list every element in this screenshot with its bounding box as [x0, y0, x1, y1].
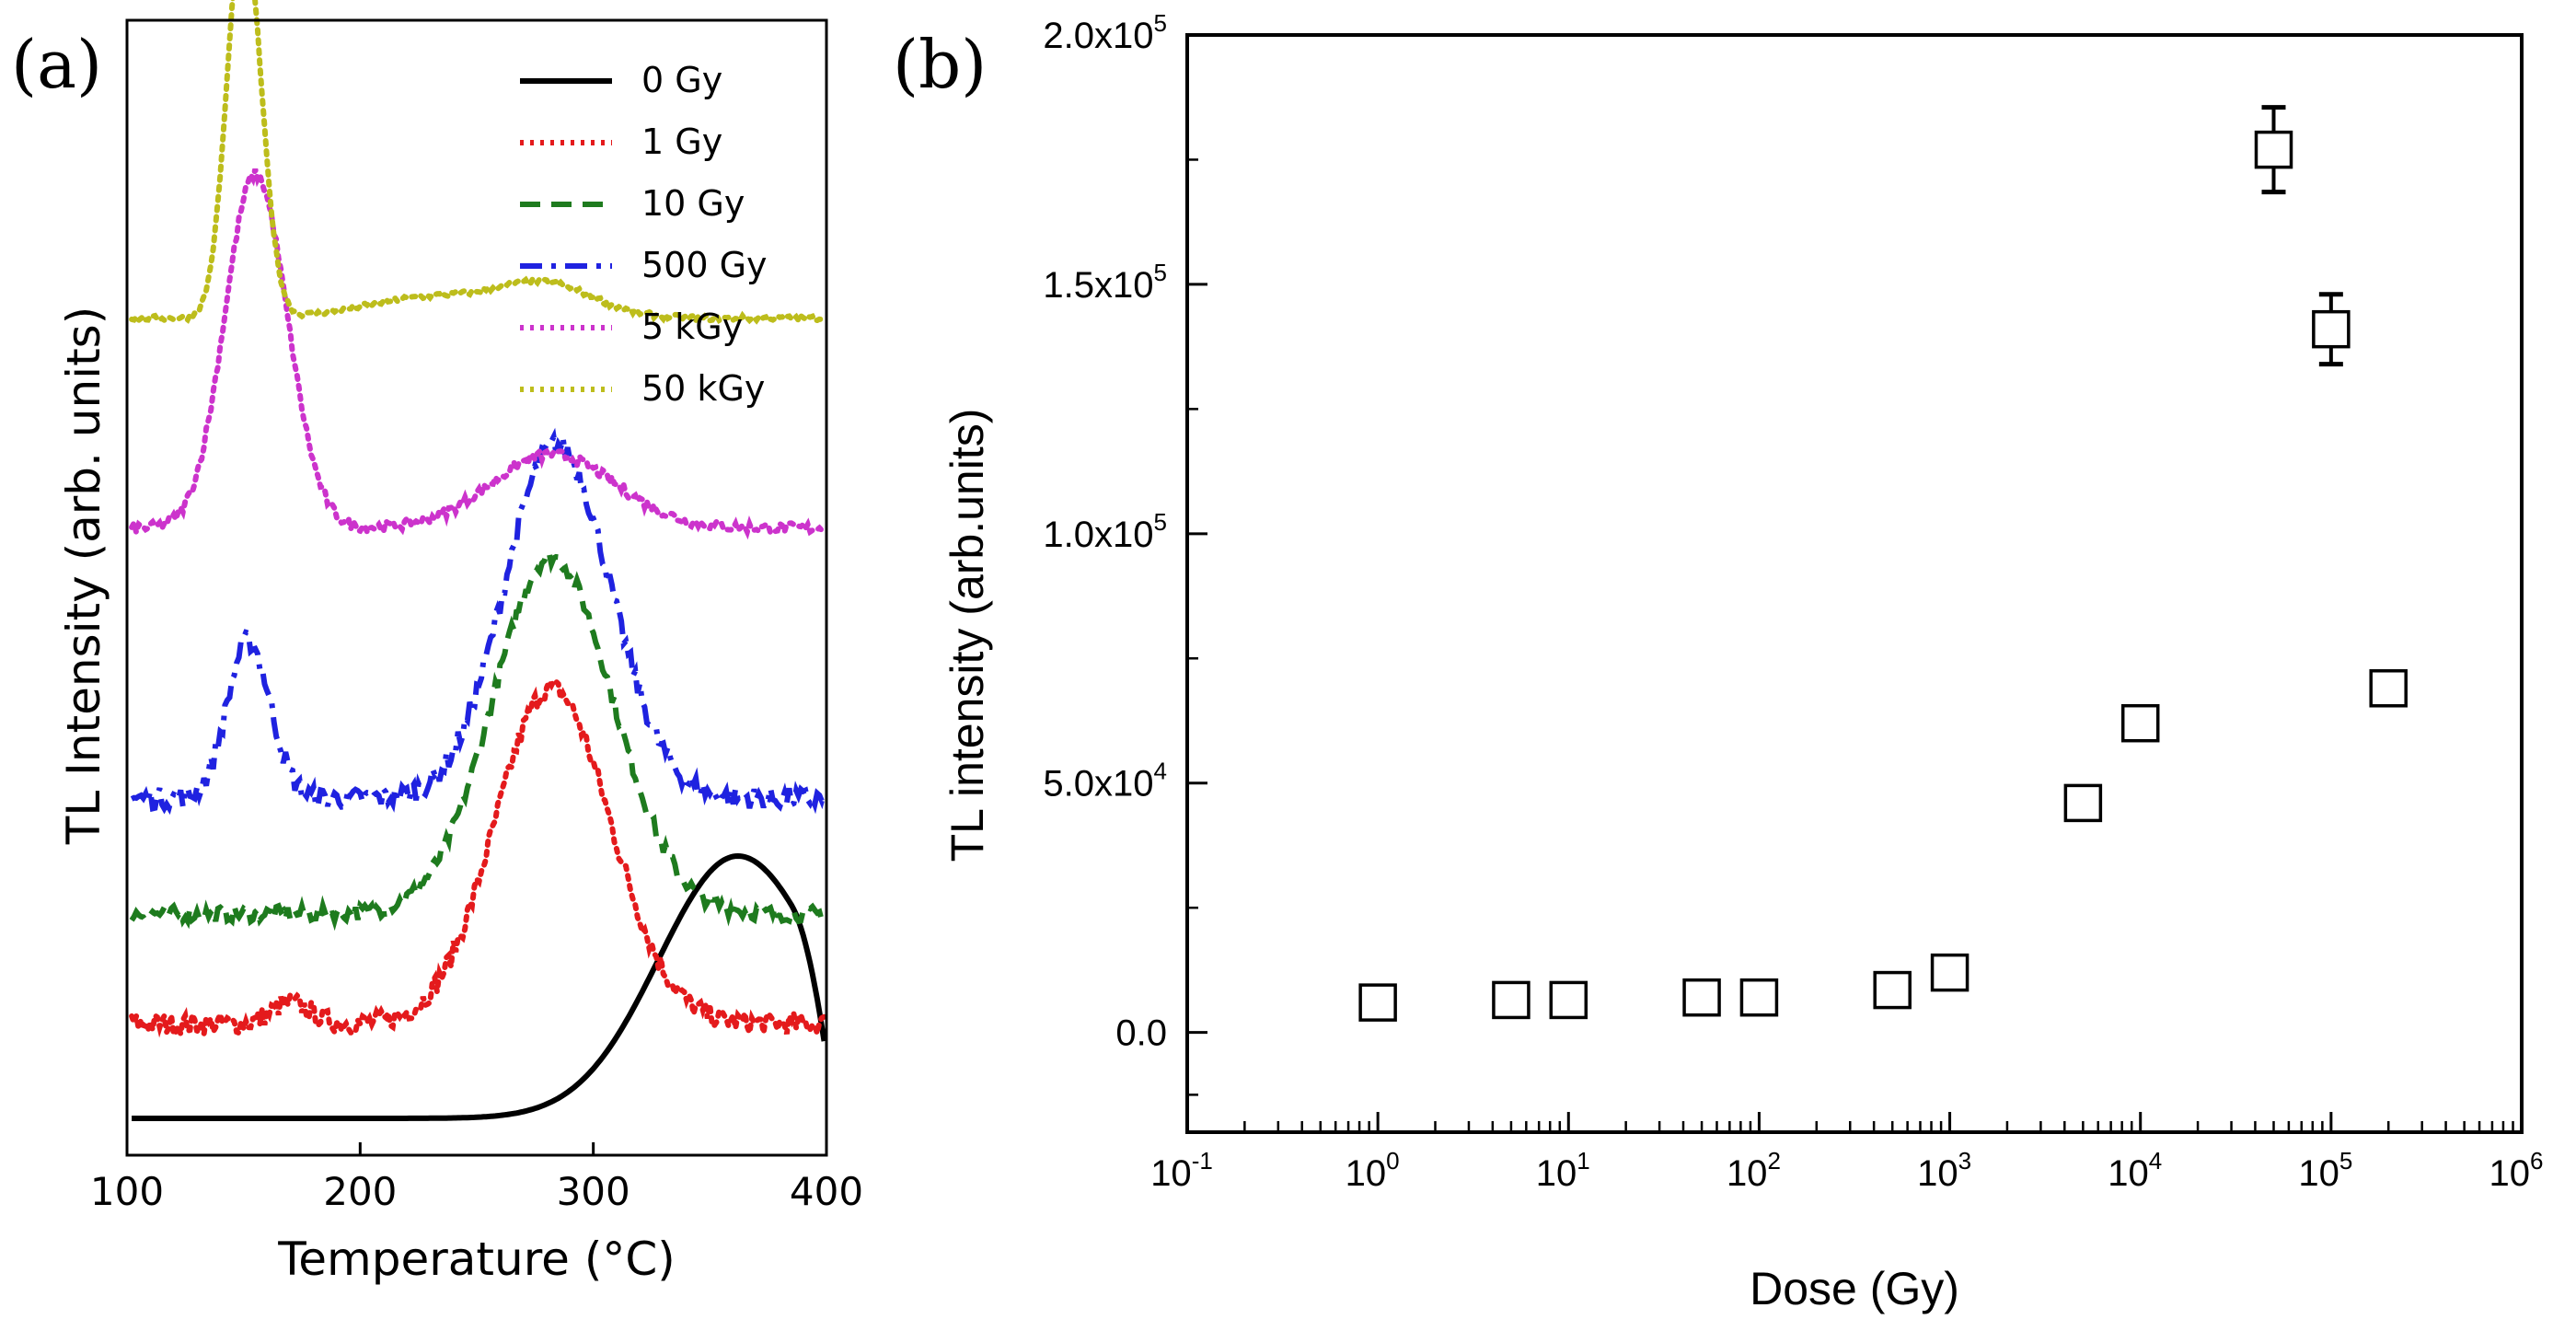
data-point-square — [1739, 978, 1779, 1017]
panel-b-axes: 10-1 100 101 102 103 104 105 1060.05.0x1041.0x1… — [1043, 9, 2543, 1194]
panel-b-x-tick-label: 105 — [2298, 1147, 2352, 1194]
panel-b-y-tick-exponent: 5 — [1154, 9, 1167, 37]
panel-b-y-tick-label: 2.0x105 — [1043, 9, 1167, 56]
panel-b-x-tick-exponent: 1 — [1577, 1147, 1589, 1175]
legend-label-50-kgy: 50 kGy — [641, 368, 765, 409]
panel-b-y-tick-mantissa: 2.0x10 — [1043, 16, 1153, 56]
panel-a-label: (a) — [11, 26, 102, 103]
panel-b-y-tick-mantissa: 5.0x10 — [1043, 764, 1153, 804]
panel-b-y-tick-mantissa: 1.5x10 — [1043, 265, 1153, 306]
data-point-square — [2063, 783, 2103, 823]
panel-b-x-tick-base: 10 — [2108, 1153, 2149, 1194]
data-point-square — [1873, 970, 1912, 1010]
panel-b-y-axis-title: TL intensity (arb.units) — [941, 409, 993, 862]
panel-a-legend: 0 Gy 1 Gy 10 Gy 500 Gy 5 kGy 50 kGy — [520, 60, 768, 409]
series-line-5-kgy — [129, 167, 827, 544]
data-point-square — [2254, 130, 2293, 169]
panel-b-x-tick-base: 10 — [2489, 1153, 2531, 1194]
panel-b-x-tick-label: 102 — [1727, 1147, 1781, 1194]
panel-b-y-tick-exponent: 5 — [1154, 259, 1167, 286]
panel-b-x-tick-base: 10 — [1917, 1153, 1958, 1194]
series-line-500-gy — [130, 427, 827, 816]
panel-b-y-tick-mantissa: 0.0 — [1115, 1013, 1167, 1054]
data-point-square — [1492, 980, 1531, 1020]
panel-b-y-tick-label: 1.5x105 — [1043, 259, 1167, 306]
panel-b-y-tick-label: 1.0x105 — [1043, 508, 1167, 555]
panel-b-x-tick-exponent: -1 — [1192, 1147, 1213, 1175]
panel-a-frame — [125, 18, 828, 1157]
panel-b-x-tick-label: 103 — [1917, 1147, 1971, 1194]
panel-b-x-tick-exponent: 4 — [2149, 1147, 2162, 1175]
panel-b-x-tick-exponent: 2 — [1767, 1147, 1780, 1175]
panel-a-x-tick-label: 400 — [790, 1169, 863, 1214]
data-point-square — [2369, 669, 2408, 708]
series-line-10-gy — [129, 548, 827, 932]
panel-b-y-tick-exponent: 5 — [1154, 508, 1167, 536]
data-point-square — [1682, 978, 1721, 1017]
data-point-square — [2312, 309, 2351, 349]
legend-label-0-gy: 0 Gy — [641, 60, 722, 100]
legend-label-500-gy: 500 Gy — [641, 245, 768, 285]
panel-b-x-tick-label: 100 — [1346, 1147, 1400, 1194]
panel-b-x-tick-label: 104 — [2108, 1147, 2162, 1194]
panel-b-x-tick-label: 106 — [2489, 1147, 2544, 1194]
panel-b-y-tick-label: 5.0x104 — [1043, 758, 1167, 804]
panel-b-x-tick-base: 10 — [1346, 1153, 1387, 1194]
panel-b-frame — [1185, 33, 2524, 1134]
panel-b-x-tick-label: 101 — [1536, 1147, 1590, 1194]
panel-b-x-tick-exponent: 6 — [2530, 1147, 2543, 1175]
panel-a-x-tick-label: 300 — [557, 1169, 630, 1214]
legend-label-10-gy: 10 Gy — [641, 183, 745, 224]
data-point-square — [2120, 703, 2160, 743]
data-point-square — [1549, 980, 1588, 1020]
panel-b-x-tick-base: 10 — [1727, 1153, 1768, 1194]
panel-b-x-tick-exponent: 0 — [1386, 1147, 1399, 1175]
panel-b-x-tick-exponent: 3 — [1958, 1147, 1971, 1175]
panel-b-x-tick-base: 10 — [1536, 1153, 1577, 1194]
legend-label-5-kgy: 5 kGy — [641, 307, 743, 347]
legend-label-1-gy: 1 Gy — [641, 122, 722, 162]
panel-b-y-tick-mantissa: 1.0x10 — [1043, 515, 1153, 555]
series-line-1-gy — [129, 676, 827, 1044]
panel-b: (b) 10-1 100 101 102 103 104 105 1060.05.0x1041… — [893, 9, 2543, 1314]
panel-b-x-tick-label: 10-1 — [1150, 1147, 1213, 1194]
panel-b-label: (b) — [893, 26, 987, 103]
panel-b-points — [1358, 105, 2408, 1022]
panel-a-x-tick-label: 200 — [323, 1169, 397, 1214]
panel-a-x-tick-label: 100 — [90, 1169, 164, 1214]
panel-b-x-tick-base: 10 — [1150, 1153, 1192, 1194]
panel-b-x-tick-exponent: 5 — [2339, 1147, 2352, 1175]
series-line-50-kgy — [129, 0, 827, 327]
panel-a: (a) 100 200 300 400 Temperature (°C) TL Int… — [11, 0, 863, 1286]
panel-a-x-ticks: 100 200 300 400 — [90, 1142, 863, 1214]
data-point-square — [1930, 953, 1970, 992]
panel-b-y-tick-label: 0.0 — [1115, 1013, 1167, 1054]
panel-b-x-axis-title: Dose (Gy) — [1750, 1263, 1959, 1314]
data-point-square — [1358, 983, 1397, 1022]
panel-b-x-tick-base: 10 — [2298, 1153, 2339, 1194]
panel-a-x-axis-title: Temperature (°C) — [277, 1233, 676, 1286]
panel-a-y-axis-title: TL Intensity (arb. units) — [57, 307, 110, 845]
panel-a-curves — [129, 0, 827, 1121]
panel-b-y-tick-exponent: 4 — [1154, 758, 1167, 785]
series-line-0-gy — [132, 852, 827, 1121]
